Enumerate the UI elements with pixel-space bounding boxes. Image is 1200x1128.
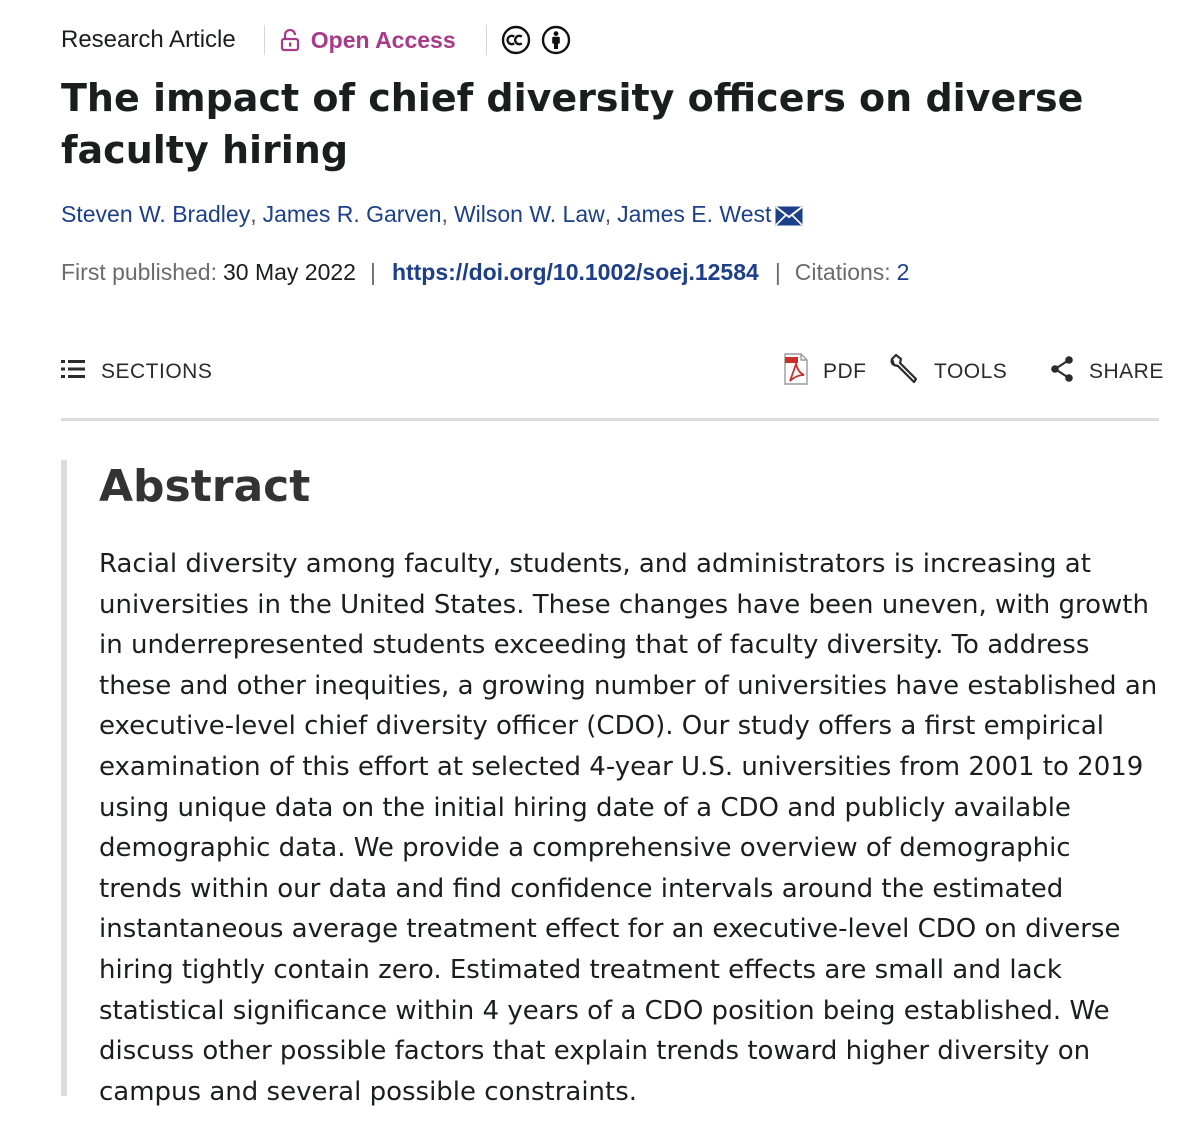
tools-label: TOOLS (934, 360, 1008, 383)
cc-by-icon (541, 25, 571, 55)
doi-link[interactable]: https://doi.org/10.1002/soej.12584 (391, 259, 759, 285)
divider (263, 25, 265, 55)
article-type: Research Article (61, 26, 236, 53)
author-link[interactable]: James R. Garven (262, 201, 442, 227)
separator: | (774, 259, 781, 285)
article-meta: Research Article Open Access (61, 22, 571, 58)
sections-button[interactable]: SECTIONS (61, 350, 212, 394)
author-link[interactable]: Wilson W. Law (453, 201, 605, 227)
first-published-label: First published: (61, 259, 217, 285)
article-toolbar: SECTIONS PDF TOOLS (61, 350, 1163, 394)
citations-label: Citations: (794, 259, 891, 285)
toolbar-divider (61, 418, 1159, 421)
list-icon (61, 358, 87, 386)
pdf-label: PDF (823, 360, 867, 383)
unlock-icon (279, 28, 301, 52)
divider (485, 25, 487, 55)
author-link[interactable]: James E. West (617, 201, 772, 227)
publication-info: First published: 30 May 2022 | https://d… (61, 259, 909, 286)
author-link[interactable]: Steven W. Bradley (61, 201, 251, 227)
abstract-section: Abstract Racial diversity among faculty,… (61, 460, 1167, 1107)
pdf-icon (783, 353, 809, 391)
email-icon[interactable] (775, 205, 804, 226)
open-access-badge[interactable]: Open Access (279, 27, 456, 54)
cc-icon (501, 25, 531, 55)
first-published-date: 30 May 2022 (222, 259, 356, 285)
abstract-text: Racial diversity among faculty, students… (99, 549, 1158, 1107)
open-access-label: Open Access (310, 26, 456, 53)
separator: | (369, 259, 376, 285)
citations-count[interactable]: 2 (896, 259, 910, 285)
wrench-icon (888, 353, 920, 391)
article-title: The impact of chief diversity officers o… (61, 76, 1084, 172)
share-icon (1049, 355, 1075, 389)
share-label: SHARE (1089, 360, 1164, 383)
abstract-heading: Abstract (99, 461, 311, 512)
sections-label: SECTIONS (101, 360, 213, 383)
license-icons[interactable] (501, 25, 571, 55)
author-list: Steven W. Bradley, James R. Garven, Wils… (61, 201, 804, 228)
share-button[interactable]: SHARE (1049, 350, 1164, 394)
pdf-button[interactable]: PDF (783, 350, 867, 394)
tools-button[interactable]: TOOLS (888, 350, 1007, 394)
